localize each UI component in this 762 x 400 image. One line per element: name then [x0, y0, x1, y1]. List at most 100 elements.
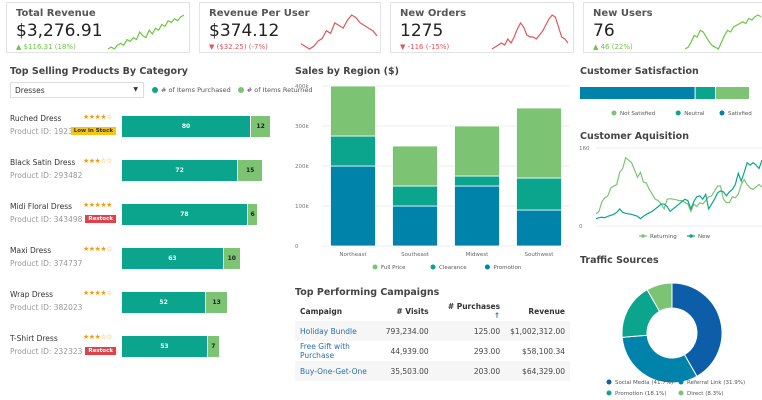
legend-label: Not Satisfied: [620, 111, 655, 117]
visits-cell: 793,234.00: [385, 326, 429, 336]
legend-marker: [641, 234, 645, 238]
sparkline-line: [300, 14, 378, 50]
bar-full-price: [454, 125, 500, 177]
slice-direct: [646, 282, 673, 313]
legend-returned: # of Items Returned: [246, 86, 313, 94]
line-new: [595, 159, 762, 220]
revenue-cell: $64,329.00: [522, 366, 565, 376]
kpi-delta: ▼ ($32.25) (-7%): [209, 43, 268, 51]
category-dropdown[interactable]: Dresses ▼: [10, 82, 144, 98]
product-id: Product ID: 293482: [10, 171, 83, 180]
star-rating: ★★★★★: [83, 201, 112, 209]
acquisition-title: Customer Aquisition: [580, 131, 689, 142]
legend-dot: [719, 110, 725, 116]
satisfaction-satisfied-segment: [580, 87, 695, 99]
campaign-link[interactable]: Buy-One-Get-One: [300, 366, 367, 376]
satisfaction-chart: Not Satisfied Neutral Satisfied: [580, 87, 752, 117]
legend-label: New: [698, 234, 710, 240]
legend-dot: [372, 264, 378, 270]
purchased-bar: 78: [122, 204, 247, 225]
traffic-title: Traffic Sources: [580, 255, 659, 266]
sparkline: [491, 14, 569, 50]
revenue-cell: $1,002,312.00: [510, 326, 565, 336]
legend-label: Direct (8.3%): [687, 391, 723, 397]
satisfaction-title: Customer Satisfaction: [580, 66, 699, 77]
campaign-link[interactable]: Holiday Bundle: [300, 326, 357, 336]
table-row[interactable]: Free Gift with Purchase 44,939.00 293.00 $5…: [295, 341, 570, 361]
kpi-value: 76: [593, 21, 615, 41]
kpi-title: Revenue Per User: [209, 8, 310, 19]
kpi-value: $374.12: [209, 21, 280, 41]
legend-label: Returning: [650, 234, 677, 240]
purchased-bar: 80: [122, 116, 250, 137]
products-title: Top Selling Products By Category: [10, 66, 188, 77]
kpi-title: New Orders: [400, 8, 467, 19]
purchased-bar: 63: [122, 248, 223, 269]
bar-clearance: [454, 175, 500, 187]
slice-referral-link: [621, 334, 698, 384]
product-row: Black Satin Dress Product ID: 293482 ★★★…: [0, 156, 290, 186]
line-returning: [595, 156, 762, 215]
bar-promotion: [392, 205, 438, 247]
product-row: Ruched Dress Product ID: 192323 ★★★★☆ Lo…: [0, 112, 290, 142]
col-revenue[interactable]: Revenue: [528, 306, 565, 316]
kpi-value: 1275: [400, 21, 444, 41]
campaign-link[interactable]: Free Gift with Purchase: [300, 342, 350, 360]
satisfaction-neutral-segment: [695, 87, 715, 99]
product-row: Midi Floral Dress Product ID: 343498 ★★★…: [0, 200, 290, 230]
product-row: Maxi Dress Product ID: 374737 ★★★★☆ 63 1…: [0, 244, 290, 274]
star-rating: ★★★☆☆: [83, 333, 112, 341]
returned-bar: 15: [238, 160, 263, 181]
legend-dot: [678, 390, 684, 396]
kpi-card: New Orders 1275 ▼ -116 (-15%): [390, 2, 574, 53]
revenue-cell: $58,100.34: [522, 346, 565, 356]
legend-label: Clearance: [439, 265, 467, 271]
bar-clearance: [330, 135, 376, 167]
product-name: T-Shirt Dress: [10, 334, 58, 343]
bar-full-price: [392, 145, 438, 187]
y-tick-label: 100k: [295, 204, 309, 210]
legend-dot: [611, 110, 617, 116]
legend-label: Referral Link (31.9%): [687, 380, 745, 386]
kpi-delta: ▲ 46 (22%): [593, 43, 633, 51]
returned-legend-dot: [237, 87, 244, 93]
table-header: Campaign # Visits # Purchases ↑ Revenue: [295, 301, 570, 321]
x-tick-label: Northeast: [339, 252, 367, 258]
sort-ascending-icon[interactable]: ↑: [493, 311, 501, 320]
kpi-title: New Users: [593, 8, 653, 19]
bar-clearance: [516, 177, 562, 211]
slice-social-media: [671, 282, 723, 378]
col-visits[interactable]: # Visits: [396, 306, 429, 316]
x-tick-label: Southeast: [401, 252, 430, 258]
star-rating: ★★★★☆: [83, 113, 112, 121]
y-tick-label: 0: [579, 224, 583, 230]
bar-full-price: [330, 85, 376, 137]
purchased-bar: 53: [122, 336, 207, 357]
traffic-sources-chart: Social Media (41.7%) Referral Link (31.9%…: [606, 282, 745, 397]
returned-bar: 6: [247, 204, 258, 225]
stock-badge: Restock: [85, 215, 116, 223]
col-purchases[interactable]: # Purchases ↑: [447, 302, 501, 320]
y-tick-label: 400k: [295, 84, 309, 90]
product-name: Ruched Dress: [10, 114, 62, 123]
product-id: Product ID: 232323: [10, 347, 83, 356]
returned-bar: 7: [207, 336, 219, 357]
chevron-down-icon: ▼: [133, 86, 138, 93]
kpi-card: New Users 76 ▲ 46 (22%): [583, 2, 762, 53]
purchases-cell: 125.00: [473, 326, 501, 336]
legend-label: Neutral: [684, 111, 705, 117]
purchased-bar: 52: [122, 292, 206, 313]
purchased-bar: 72: [122, 160, 238, 181]
purchases-cell: 293.00: [473, 346, 501, 356]
sparkline: [107, 14, 185, 50]
campaigns-table: Campaign # Visits # Purchases ↑ Revenue …: [295, 301, 570, 381]
table-row[interactable]: Buy-One-Get-One 35,503.00 203.00 $64,329.00: [295, 361, 570, 381]
table-row[interactable]: Holiday Bundle 793,234.00 125.00 $1,002,312…: [295, 321, 570, 341]
product-name: Midi Floral Dress: [10, 202, 73, 211]
product-id: Product ID: 343498: [10, 215, 83, 224]
col-campaign[interactable]: Campaign: [300, 306, 343, 316]
products-legend: # of Items Purchased # of Items Returned: [152, 86, 313, 94]
product-id: Product ID: 192323: [10, 127, 83, 136]
y-tick-label: 160: [579, 146, 590, 152]
star-rating: ★★★★☆: [83, 289, 112, 297]
